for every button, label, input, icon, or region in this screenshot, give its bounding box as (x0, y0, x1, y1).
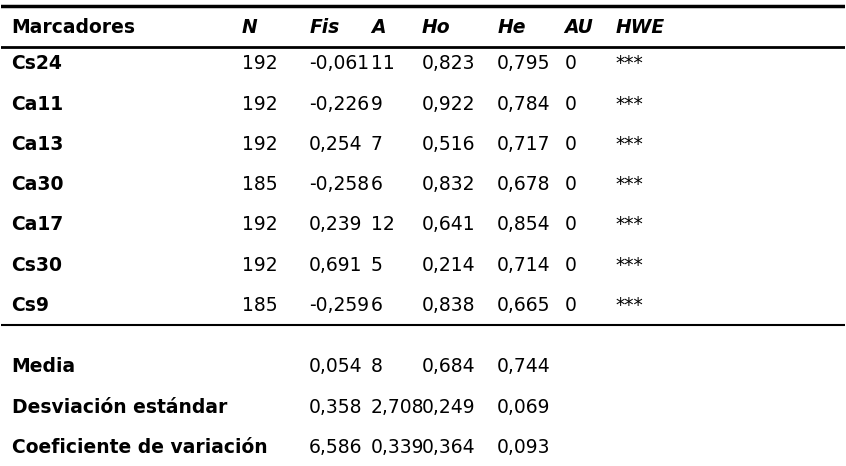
Text: 0,339: 0,339 (371, 438, 424, 457)
Text: 192: 192 (242, 55, 277, 73)
Text: Coeficiente de variación: Coeficiente de variación (12, 438, 267, 457)
Text: 0,358: 0,358 (309, 397, 363, 417)
Text: 0,838: 0,838 (421, 296, 475, 315)
Text: ***: *** (615, 135, 643, 154)
Text: -0,061: -0,061 (309, 55, 370, 73)
Text: 0,784: 0,784 (497, 95, 551, 114)
Text: 0: 0 (564, 256, 576, 275)
Text: 192: 192 (242, 256, 277, 275)
Text: Marcadores: Marcadores (12, 18, 135, 37)
Text: 0,364: 0,364 (421, 438, 475, 457)
Text: -0,226: -0,226 (309, 95, 370, 114)
Text: 185: 185 (242, 296, 277, 315)
Text: Cs24: Cs24 (12, 55, 63, 73)
Text: 0: 0 (564, 175, 576, 194)
Text: 0,254: 0,254 (309, 135, 363, 154)
Text: 0: 0 (564, 55, 576, 73)
Text: A: A (371, 18, 385, 37)
Text: 8: 8 (371, 357, 382, 376)
Text: 0,069: 0,069 (497, 397, 551, 417)
Text: 0,249: 0,249 (421, 397, 475, 417)
Text: Ca11: Ca11 (12, 95, 63, 114)
Text: 0,641: 0,641 (421, 215, 475, 234)
Text: 0,795: 0,795 (497, 55, 551, 73)
Text: 0,678: 0,678 (497, 175, 551, 194)
Text: HWE: HWE (615, 18, 664, 37)
Text: AU: AU (564, 18, 594, 37)
Text: 0,684: 0,684 (421, 357, 475, 376)
Text: 0: 0 (564, 135, 576, 154)
Text: 185: 185 (242, 175, 277, 194)
Text: 0,054: 0,054 (309, 357, 363, 376)
Text: Ca13: Ca13 (12, 135, 64, 154)
Text: 0: 0 (564, 95, 576, 114)
Text: 0: 0 (564, 215, 576, 234)
Text: 9: 9 (371, 95, 382, 114)
Text: Media: Media (12, 357, 75, 376)
Text: 0,854: 0,854 (497, 215, 551, 234)
Text: 0,717: 0,717 (497, 135, 551, 154)
Text: 6: 6 (371, 296, 382, 315)
Text: -0,258: -0,258 (309, 175, 370, 194)
Text: Desviación estándar: Desviación estándar (12, 397, 227, 417)
Text: 2,708: 2,708 (371, 397, 424, 417)
Text: Cs30: Cs30 (12, 256, 63, 275)
Text: 0,239: 0,239 (309, 215, 363, 234)
Text: 6: 6 (371, 175, 382, 194)
Text: Cs9: Cs9 (12, 296, 50, 315)
Text: 0,744: 0,744 (497, 357, 551, 376)
Text: Ca30: Ca30 (12, 175, 64, 194)
Text: ***: *** (615, 215, 643, 234)
Text: 192: 192 (242, 95, 277, 114)
Text: -0,259: -0,259 (309, 296, 370, 315)
Text: 0,214: 0,214 (421, 256, 475, 275)
Text: 192: 192 (242, 135, 277, 154)
Text: 0,665: 0,665 (497, 296, 551, 315)
Text: 7: 7 (371, 135, 382, 154)
Text: Ho: Ho (421, 18, 450, 37)
Text: 0: 0 (564, 296, 576, 315)
Text: 11: 11 (371, 55, 394, 73)
Text: 192: 192 (242, 215, 277, 234)
Text: 0,714: 0,714 (497, 256, 551, 275)
Text: 0,823: 0,823 (421, 55, 475, 73)
Text: 0,691: 0,691 (309, 256, 363, 275)
Text: ***: *** (615, 256, 643, 275)
Text: ***: *** (615, 55, 643, 73)
Text: 0,832: 0,832 (421, 175, 475, 194)
Text: N: N (242, 18, 257, 37)
Text: 0,093: 0,093 (497, 438, 551, 457)
Text: Ca17: Ca17 (12, 215, 63, 234)
Text: Fis: Fis (309, 18, 339, 37)
Text: He: He (497, 18, 525, 37)
Text: 12: 12 (371, 215, 394, 234)
Text: ***: *** (615, 296, 643, 315)
Text: 6,586: 6,586 (309, 438, 363, 457)
Text: 5: 5 (371, 256, 382, 275)
Text: 0,516: 0,516 (421, 135, 475, 154)
Text: 0,922: 0,922 (421, 95, 475, 114)
Text: ***: *** (615, 95, 643, 114)
Text: ***: *** (615, 175, 643, 194)
